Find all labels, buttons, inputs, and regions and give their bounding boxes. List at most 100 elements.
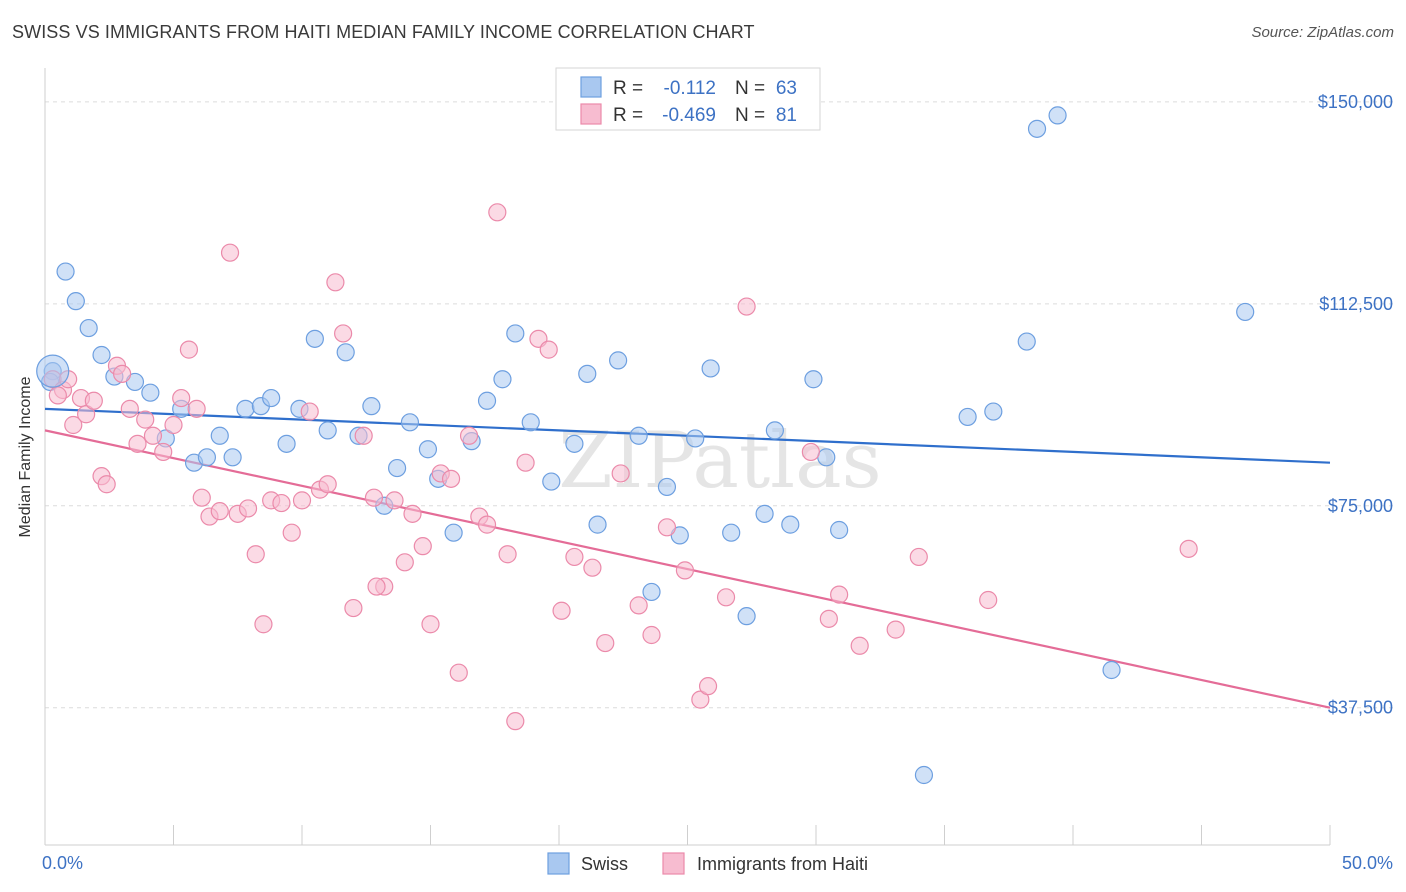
swiss-point xyxy=(1048,106,1067,125)
y-tick-label: $75,000 xyxy=(1328,496,1393,516)
y-tick-label: $150,000 xyxy=(1318,92,1393,112)
swiss-point xyxy=(92,345,111,365)
swiss-point xyxy=(1102,660,1121,680)
haiti-point xyxy=(421,615,440,634)
swiss-point xyxy=(588,515,607,534)
legend-swatch xyxy=(580,103,602,125)
chart-title: SWISS VS IMMIGRANTS FROM HAITI MEDIAN FA… xyxy=(12,22,755,42)
swiss-point xyxy=(984,402,1003,421)
y-tick-label: $37,500 xyxy=(1328,698,1393,718)
haiti-point xyxy=(477,515,497,534)
correlation-legend: R = -0.112 N = 63 R = -0.469 N = 81 xyxy=(555,67,821,131)
legend-n-value: 81 xyxy=(776,105,797,126)
swiss-point xyxy=(400,413,420,432)
swiss-point xyxy=(125,372,145,392)
haiti-point xyxy=(210,502,229,521)
haiti-point xyxy=(84,391,103,410)
series-legend-swatch xyxy=(662,852,685,875)
haiti-point xyxy=(220,243,240,262)
axes xyxy=(44,68,1331,846)
haiti-point xyxy=(354,426,373,445)
haiti-point xyxy=(506,712,525,731)
haiti-point xyxy=(292,491,312,510)
swiss-point xyxy=(609,351,628,370)
haiti-point xyxy=(583,558,602,577)
swiss-point xyxy=(629,426,648,445)
swiss-point xyxy=(387,458,407,478)
haiti-point xyxy=(691,690,710,709)
swiss-point xyxy=(804,370,823,389)
swiss-point xyxy=(657,477,677,497)
swiss-point xyxy=(521,413,540,432)
haiti-point xyxy=(441,469,461,488)
haiti-point xyxy=(334,324,353,343)
swiss-point xyxy=(236,399,255,418)
swiss-point xyxy=(755,504,774,523)
haiti-point xyxy=(979,590,998,610)
swiss-point xyxy=(262,388,281,408)
haiti-point xyxy=(413,537,432,556)
haiti-point xyxy=(238,499,258,518)
haiti-point xyxy=(552,601,571,620)
x-tick-label: 0.0% xyxy=(42,853,83,873)
legend-r-value: -0.469 xyxy=(662,105,716,126)
source-label: Source: ZipAtlas.com xyxy=(1251,24,1394,41)
swiss-point xyxy=(362,397,381,416)
haiti-point xyxy=(385,491,404,510)
haiti-point xyxy=(516,453,535,472)
swiss-point xyxy=(141,383,160,402)
y-tick-label: $112,500 xyxy=(1319,294,1393,314)
series-legend-swatch xyxy=(547,852,570,875)
haiti-point xyxy=(716,588,736,607)
swiss-point xyxy=(737,607,756,626)
swiss-point xyxy=(210,426,229,445)
haiti-point xyxy=(850,636,869,655)
swiss-point xyxy=(336,343,355,362)
swiss-point xyxy=(578,364,597,383)
series-legend-label: Swiss xyxy=(581,854,628,874)
haiti-point xyxy=(300,402,319,421)
haiti-point xyxy=(112,364,132,383)
haiti-point xyxy=(819,609,838,628)
swiss-point xyxy=(817,448,836,467)
swiss-point xyxy=(418,440,438,459)
haiti-point xyxy=(282,523,301,542)
swiss-point xyxy=(914,765,934,785)
haiti-point xyxy=(154,442,173,462)
haiti-point xyxy=(737,297,756,316)
haiti-point xyxy=(629,596,648,615)
haiti-point xyxy=(143,426,163,445)
haiti-point xyxy=(272,493,291,513)
haiti-point xyxy=(192,488,211,507)
haiti-point xyxy=(120,399,139,418)
haiti-point xyxy=(254,615,273,634)
haiti-point xyxy=(395,553,414,572)
swiss-point xyxy=(701,359,720,378)
swiss-point xyxy=(477,391,497,410)
haiti-point xyxy=(77,405,96,424)
haiti-point xyxy=(565,547,584,567)
haiti-point xyxy=(488,203,507,222)
haiti-point xyxy=(164,415,183,435)
haiti-point xyxy=(97,475,116,494)
haiti-point xyxy=(498,545,517,564)
legend-r-label: R = xyxy=(613,78,643,99)
scatter-points xyxy=(36,106,1255,785)
y-axis-label: Median Family Income xyxy=(17,376,34,537)
swiss-point xyxy=(305,329,324,348)
haiti-point xyxy=(830,585,849,604)
swiss-point xyxy=(830,520,849,540)
haiti-point xyxy=(449,663,468,682)
series-legend-label: Immigrants from Haiti xyxy=(697,854,868,874)
swiss-point xyxy=(686,429,705,448)
haiti-point xyxy=(179,340,199,359)
swiss-point xyxy=(542,472,561,491)
swiss-point xyxy=(958,407,977,427)
haiti-point xyxy=(326,273,345,292)
swiss-point xyxy=(318,421,337,440)
legend-r-label: R = xyxy=(613,105,643,126)
haiti-point xyxy=(318,475,337,494)
haiti-point xyxy=(539,340,558,359)
haiti-point xyxy=(364,488,384,507)
